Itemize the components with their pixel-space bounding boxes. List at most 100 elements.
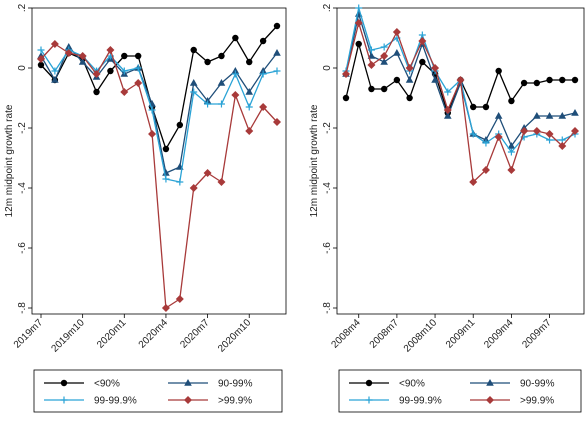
- data-point: [520, 79, 528, 87]
- x-tick-label: 2008m10: [402, 317, 440, 355]
- data-point: [520, 127, 529, 135]
- x-tick-label: 2020m7: [178, 317, 212, 351]
- data-point: [245, 103, 253, 111]
- data-point: [571, 127, 579, 135]
- data-point: [571, 76, 579, 84]
- data-point: [406, 94, 413, 102]
- legend-box: [33, 369, 283, 413]
- data-point: [545, 130, 554, 138]
- data-point: [533, 112, 541, 119]
- y-tick-label: -.6: [322, 242, 333, 254]
- data-point: [342, 94, 350, 102]
- data-point: [93, 88, 100, 96]
- x-tick-label: 2009m1: [444, 317, 478, 351]
- data-point: [217, 100, 225, 108]
- plot-area: [31, 7, 287, 315]
- data-point: [405, 76, 414, 83]
- data-point: [367, 61, 376, 69]
- series-4: [37, 40, 281, 312]
- data-point: [120, 67, 128, 75]
- data-point: [217, 79, 226, 86]
- legend-entry: >99.9%: [470, 396, 554, 407]
- y-tick-label: -.2: [322, 122, 333, 134]
- legend: <90% 90-99% 99-99.9% >99.9%: [338, 369, 582, 413]
- data-point: [494, 133, 503, 141]
- y-tick-label: 0: [17, 65, 28, 71]
- legend-marker: [365, 379, 373, 387]
- legend: <90% 90-99% 99-99.9% >99.9%: [33, 369, 283, 413]
- data-point: [134, 64, 142, 72]
- legend-marker: [184, 396, 192, 404]
- data-point: [431, 64, 440, 72]
- legend-entry: 99-99.9%: [349, 396, 442, 407]
- data-point: [232, 34, 239, 42]
- data-point: [64, 49, 73, 57]
- x-tick-label: 2020m4: [137, 317, 171, 351]
- data-point: [37, 55, 45, 63]
- data-point: [273, 67, 281, 75]
- data-point: [50, 40, 59, 48]
- data-point: [106, 46, 115, 54]
- series-4: [342, 19, 579, 186]
- data-point: [273, 49, 281, 56]
- data-point: [469, 130, 477, 138]
- legend-entry: >99.9%: [168, 396, 252, 407]
- legend-box: [338, 369, 582, 413]
- data-point: [533, 79, 541, 87]
- y-tick-label: .2: [17, 3, 28, 12]
- data-point: [354, 19, 363, 27]
- legend-label: 99-99.9%: [399, 396, 442, 407]
- data-point: [481, 166, 490, 174]
- data-point: [231, 70, 239, 78]
- data-point: [189, 184, 198, 192]
- data-point: [204, 58, 211, 66]
- data-point: [393, 76, 401, 84]
- data-point: [443, 112, 452, 119]
- legend-label: >99.9%: [218, 396, 252, 407]
- data-point: [259, 67, 267, 74]
- data-point: [148, 130, 157, 138]
- data-point: [176, 178, 184, 186]
- chart-panel-2: .2 0 -.2 -.4 -.6 -.8 12m midpoint growth rate 2…: [309, 3, 585, 413]
- data-point: [559, 76, 566, 84]
- data-point: [405, 64, 414, 72]
- plot-area: [336, 7, 585, 315]
- data-point: [64, 43, 73, 50]
- data-point: [51, 76, 59, 83]
- x-tick-label: 2008m7: [368, 317, 402, 351]
- data-point: [367, 46, 375, 54]
- data-point: [51, 67, 59, 75]
- data-point: [161, 304, 170, 312]
- legend-entry: 99-99.9%: [44, 396, 137, 407]
- y-tick-label: -.8: [17, 302, 28, 314]
- data-point: [494, 112, 503, 119]
- data-point: [259, 70, 267, 78]
- data-point: [246, 58, 253, 66]
- y-tick-label: .2: [322, 3, 333, 12]
- data-point: [380, 85, 388, 93]
- x-tick-label: 2019m7: [12, 317, 46, 351]
- data-point: [355, 40, 362, 48]
- data-point: [37, 46, 45, 54]
- legend-marker: [486, 379, 494, 386]
- legend-label: 99-99.9%: [94, 396, 137, 407]
- data-point: [107, 67, 114, 75]
- data-point: [507, 148, 515, 156]
- data-point: [532, 127, 541, 135]
- data-point: [175, 295, 184, 303]
- data-point: [231, 91, 240, 99]
- legend-marker: [60, 396, 68, 404]
- data-point: [218, 52, 225, 60]
- y-axis-title: 12m midpoint growth rate: [309, 104, 320, 217]
- data-point: [393, 49, 401, 56]
- data-point: [273, 118, 281, 126]
- legend-entry: 90-99%: [470, 379, 555, 390]
- y-tick-label: -.2: [17, 122, 28, 134]
- chart-panel-1: .2 0 -.2 -.4 -.6 -.8 12m midpoint growth rate 2…: [4, 3, 287, 413]
- data-point: [342, 70, 350, 78]
- legend-label: >99.9%: [520, 396, 554, 407]
- data-point: [176, 121, 184, 129]
- data-point: [134, 79, 143, 87]
- legend-label: 90-99%: [520, 379, 555, 390]
